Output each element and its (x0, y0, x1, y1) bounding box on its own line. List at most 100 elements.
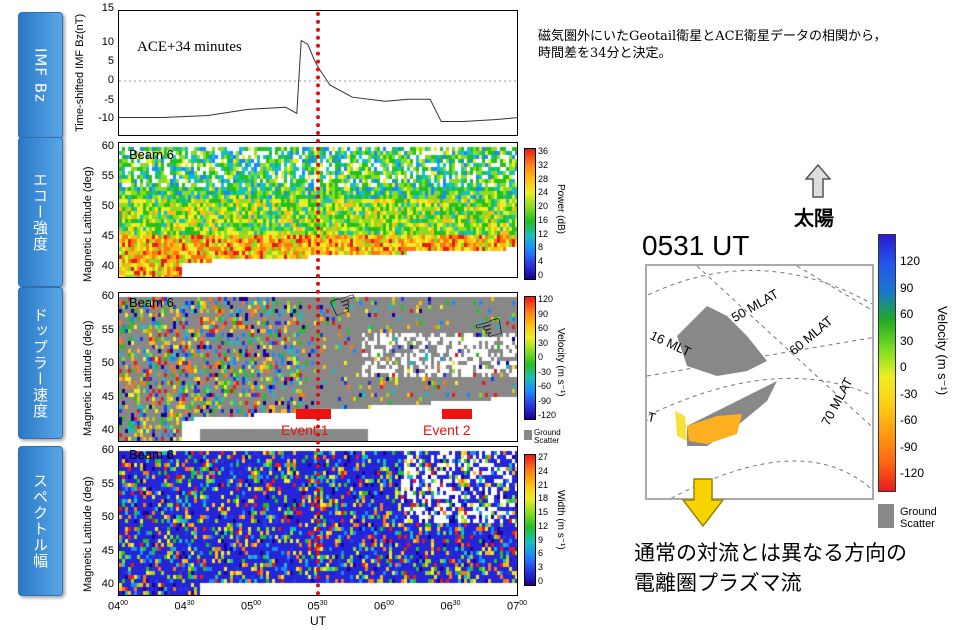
power-ylabel: Magnetic Latitude (deg) (82, 166, 94, 282)
x-tick-hour: 05 (241, 600, 254, 613)
map-ground-label: Ground Scatter (900, 506, 937, 530)
map-colorbar (878, 234, 896, 492)
x-tick-minute: 30 (186, 600, 195, 607)
conclusion-text: 通常の対流とは異なる方向の 電離圏プラズマ流 (634, 538, 907, 598)
beam-label: Beam 6 (129, 447, 174, 462)
event2-label: Event 2 (423, 422, 471, 438)
colorbar (524, 148, 536, 280)
colorbar-tick: 36 (538, 146, 549, 156)
x-tick-minute: 00 (386, 600, 395, 607)
imf-ylabel: Time-shifted IMF Bz(nT) (74, 13, 86, 132)
colorbar-tick: 28 (538, 173, 549, 184)
colorbar-tick: 12 (538, 520, 549, 531)
x-tick: 0400 (108, 600, 128, 613)
colorbar-tick: 90 (538, 308, 549, 319)
conclusion-line: 通常の対流とは異なる方向の (634, 541, 907, 565)
map-colorbar-tick: 0 (900, 360, 907, 374)
colorbar-tick: -60 (538, 381, 552, 391)
note-text: 磁気圏外にいたGeotail衛星とACE衛星データの相関から， 時間差を34分と… (538, 28, 887, 62)
tab-spectral-width: スペクトル幅 (18, 446, 63, 596)
down-arrow-icon (682, 478, 724, 528)
colorbar-tick: 120 (538, 294, 554, 304)
colorbar-tick: 12 (538, 228, 549, 239)
map-colorbar-label: Velocity (m s⁻¹) (935, 306, 950, 396)
note-line: 時間差を34分と決定。 (538, 46, 672, 61)
colorbar-tick: 21 (538, 479, 549, 490)
imf-ytick: 5 (107, 55, 114, 67)
colorbar-tick: 0 (538, 270, 544, 280)
lat-tick: 55 (101, 477, 114, 490)
lat-tick: 40 (101, 260, 114, 272)
colorbar-tick: 9 (538, 534, 544, 545)
lat-tick: 40 (101, 424, 114, 436)
colorbar (524, 296, 536, 420)
colorbar-label: Power (dB) (555, 184, 566, 235)
colorbar-tick: 32 (538, 159, 549, 170)
tab-imf-bz: IMF Bz (18, 12, 63, 139)
colorbar-tick: 3 (538, 562, 544, 573)
colorbar-tick: -90 (538, 395, 552, 406)
x-tick-hour: 06 (440, 600, 453, 613)
imf-ytick: -5 (104, 94, 114, 106)
colorbar-label: Width (m s⁻¹) (555, 490, 566, 550)
x-tick: 0500 (241, 600, 261, 613)
x-tick: 0700 (507, 600, 527, 613)
colorbar-tick: 0 (538, 352, 544, 362)
colorbar-tick: 0 (538, 576, 544, 586)
x-axis-label: UT (310, 614, 326, 628)
colorbar-tick: 15 (538, 507, 549, 518)
lat-tick: 45 (101, 390, 114, 403)
x-tick-minute: 00 (120, 600, 129, 607)
colorbar-tick: -120 (538, 410, 557, 420)
velocity-ylabel: Magnetic Latitude (deg) (82, 320, 94, 436)
conclusion-line: 電離圏プラズマ流 (634, 571, 802, 595)
imf-ytick: 15 (101, 2, 114, 14)
colorbar-tick: 60 (538, 323, 549, 333)
map-ground-swatch (878, 504, 894, 528)
x-tick-minute: 00 (519, 600, 528, 607)
colorbar-tick: -30 (538, 366, 552, 377)
x-tick-hour: 07 (507, 600, 520, 613)
colorbar-label: Velocity (m s⁻¹) (555, 328, 566, 397)
x-tick: 0600 (374, 600, 394, 613)
map-colorbar-tick: -60 (900, 413, 918, 427)
lat-tick: 60 (101, 140, 114, 152)
imf-ytick: 10 (101, 36, 114, 48)
x-tick: 0630 (441, 600, 461, 613)
sun-label: 太陽 (794, 208, 834, 230)
event1-bar (296, 409, 331, 419)
beam-label: Beam 6 (129, 295, 174, 310)
map-colorbar-tick: -30 (900, 386, 918, 401)
colorbar-tick: 30 (538, 337, 549, 348)
x-tick-hour: 06 (374, 600, 387, 613)
lat-tick: 40 (101, 578, 114, 590)
tab-doppler-velocity: ドップラー速度 (18, 287, 63, 439)
ground-label: Ground Scatter (534, 428, 561, 445)
event2-bar (442, 409, 472, 419)
up-arrow-icon (805, 164, 831, 198)
lat-tick: 45 (101, 544, 114, 557)
note-line: 磁気圏外にいたGeotail衛星とACE衛星データの相関から， (538, 29, 887, 44)
x-tick-minute: 30 (319, 600, 328, 607)
colorbar (524, 454, 536, 586)
map-colorbar-tick: 90 (900, 280, 914, 295)
lat-tick: 55 (101, 323, 114, 336)
colorbar-tick: 27 (538, 452, 549, 462)
lat-tick: 60 (101, 444, 114, 456)
colorbar-tick: 24 (538, 187, 549, 198)
tab-echo-power: エコー強度 (18, 137, 63, 287)
map-colorbar-tick: 60 (900, 307, 914, 321)
lat-tick: 60 (101, 290, 114, 302)
x-tick: 0530 (308, 600, 328, 613)
map-colorbar-tick: -120 (900, 466, 925, 480)
map-colorbar-tick: -90 (900, 439, 918, 454)
convection-map: 50 MLAT 60 MLAT 70 MLAT 16 MLT 17 MLT (645, 264, 874, 500)
x-tick-minute: 30 (452, 600, 461, 607)
time-marker-line (316, 12, 320, 596)
beam-label: Beam 6 (129, 147, 174, 162)
colorbar-tick: 24 (538, 465, 549, 476)
imf-ytick: 0 (107, 74, 114, 86)
map-title: 0531 UT (642, 230, 750, 261)
lat-tick: 45 (101, 230, 114, 242)
colorbar-tick: 4 (538, 256, 544, 267)
